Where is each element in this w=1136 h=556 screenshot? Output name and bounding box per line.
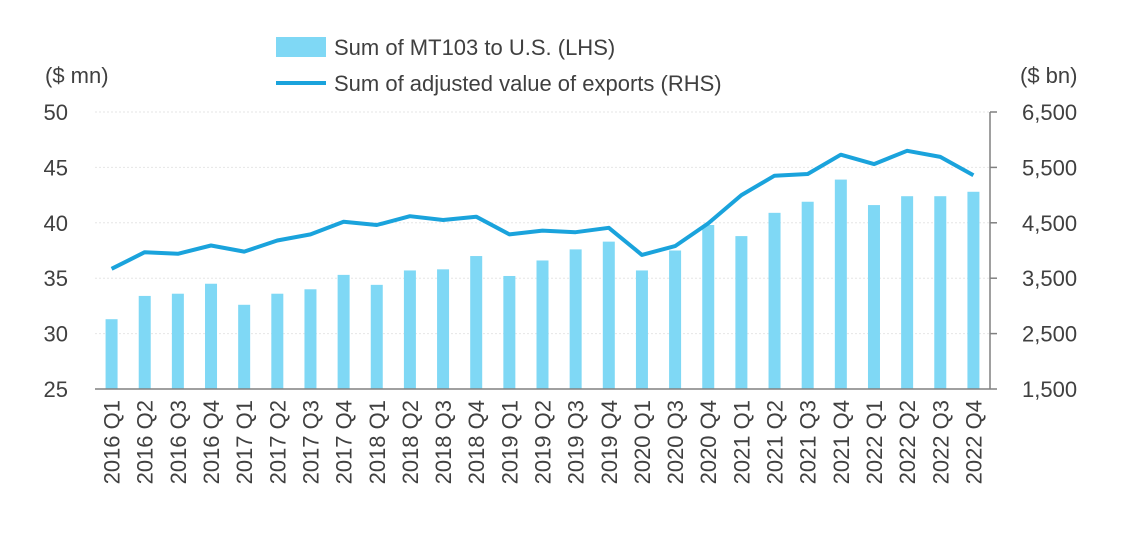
x-tick-label: 2019 Q1 bbox=[497, 400, 522, 484]
left-tick-label: 50 bbox=[44, 100, 68, 125]
x-tick-label: 2017 Q2 bbox=[265, 400, 290, 484]
left-axis-unit-label: ($ mn) bbox=[45, 63, 109, 88]
right-tick-label: 4,500 bbox=[1022, 211, 1077, 236]
right-tick-label: 5,500 bbox=[1022, 155, 1077, 180]
right-tick-label: 1,500 bbox=[1022, 377, 1077, 402]
bar bbox=[669, 250, 682, 389]
x-tick-label: 2020 Q3 bbox=[663, 400, 688, 484]
x-tick-label: 2020 Q1 bbox=[630, 400, 655, 484]
x-tick-label: 2021 Q3 bbox=[796, 400, 821, 484]
x-tick-label: 2017 Q4 bbox=[332, 400, 357, 484]
bar bbox=[105, 319, 118, 389]
bar bbox=[205, 283, 218, 389]
left-tick-label: 40 bbox=[44, 211, 68, 236]
right-axis-unit-label: ($ bn) bbox=[1020, 63, 1077, 88]
bar bbox=[171, 293, 184, 389]
legend-label-bars: Sum of MT103 to U.S. (LHS) bbox=[334, 35, 615, 60]
bar bbox=[437, 269, 450, 389]
bar bbox=[801, 201, 814, 389]
bar bbox=[702, 225, 715, 389]
x-axis-ticks: 2016 Q1 2016 Q2 2016 Q3 2016 Q4 2017 Q1 2017 … bbox=[100, 400, 987, 484]
line-series-path bbox=[110, 148, 975, 271]
x-tick-label: 2021 Q2 bbox=[763, 400, 788, 484]
right-axis-ticks: 1,500 2,500 3,500 4,500 5,500 6,500 bbox=[990, 100, 1077, 402]
bar bbox=[735, 236, 748, 389]
x-tick-label: 2022 Q4 bbox=[961, 400, 986, 484]
bar bbox=[304, 289, 317, 389]
x-tick-label: 2022 Q2 bbox=[895, 400, 920, 484]
bar bbox=[768, 212, 781, 389]
x-tick-label: 2019 Q2 bbox=[531, 400, 556, 484]
bar bbox=[370, 284, 383, 389]
bar bbox=[602, 241, 615, 389]
bar bbox=[470, 256, 483, 389]
legend-label-line: Sum of adjusted value of exports (RHS) bbox=[334, 71, 722, 96]
bar bbox=[934, 196, 947, 389]
x-tick-label: 2016 Q1 bbox=[100, 400, 125, 484]
bar bbox=[536, 260, 549, 389]
bar bbox=[271, 293, 284, 389]
bar-series bbox=[105, 179, 980, 389]
x-tick-label: 2021 Q1 bbox=[729, 400, 754, 484]
bar bbox=[901, 196, 914, 389]
x-tick-label: 2018 Q3 bbox=[431, 400, 456, 484]
legend: Sum of MT103 to U.S. (LHS) Sum of adjust… bbox=[276, 35, 722, 96]
bar bbox=[569, 249, 582, 389]
left-tick-label: 30 bbox=[44, 322, 68, 347]
right-tick-label: 2,500 bbox=[1022, 322, 1077, 347]
x-tick-label: 2020 Q4 bbox=[696, 400, 721, 484]
x-tick-label: 2022 Q1 bbox=[862, 400, 887, 484]
x-tick-label: 2019 Q4 bbox=[597, 400, 622, 484]
line-series bbox=[110, 148, 975, 271]
x-tick-label: 2017 Q1 bbox=[232, 400, 257, 484]
bar bbox=[337, 274, 350, 389]
x-tick-label: 2022 Q3 bbox=[928, 400, 953, 484]
bar bbox=[238, 304, 251, 389]
left-tick-label: 45 bbox=[44, 155, 68, 180]
left-tick-label: 35 bbox=[44, 266, 68, 291]
x-tick-label: 2017 Q3 bbox=[299, 400, 324, 484]
axes bbox=[95, 112, 991, 390]
bar bbox=[635, 270, 648, 389]
legend-swatch-bar bbox=[276, 37, 326, 57]
left-axis-ticks: 25 30 35 40 45 50 bbox=[44, 100, 68, 402]
x-tick-label: 2016 Q4 bbox=[199, 400, 224, 484]
left-tick-label: 25 bbox=[44, 377, 68, 402]
bar bbox=[867, 205, 880, 389]
bar bbox=[403, 270, 416, 389]
x-tick-label: 2018 Q4 bbox=[464, 400, 489, 484]
x-tick-label: 2021 Q4 bbox=[829, 400, 854, 484]
right-tick-label: 3,500 bbox=[1022, 266, 1077, 291]
bar bbox=[503, 275, 516, 389]
x-tick-label: 2016 Q2 bbox=[133, 400, 158, 484]
right-tick-label: 6,500 bbox=[1022, 100, 1077, 125]
x-tick-label: 2016 Q3 bbox=[166, 400, 191, 484]
bar bbox=[967, 191, 980, 389]
x-tick-label: 2018 Q1 bbox=[365, 400, 390, 484]
bar bbox=[834, 179, 847, 389]
x-tick-label: 2018 Q2 bbox=[398, 400, 423, 484]
bar bbox=[138, 295, 151, 389]
x-tick-label: 2019 Q3 bbox=[564, 400, 589, 484]
